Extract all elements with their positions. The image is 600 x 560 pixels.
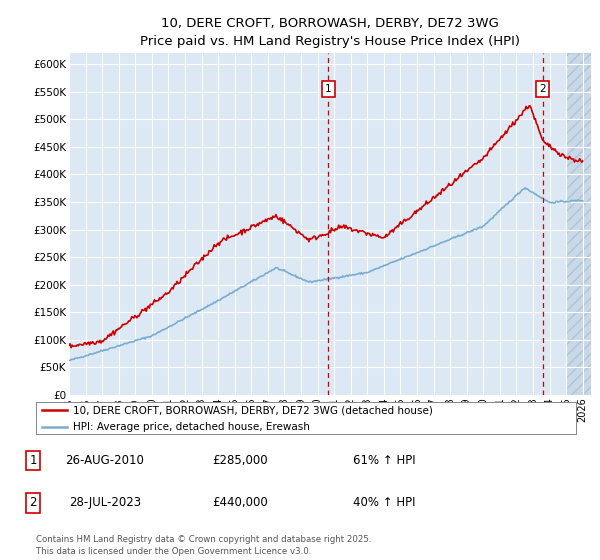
Text: £440,000: £440,000 [212,496,268,510]
Text: 40% ↑ HPI: 40% ↑ HPI [353,496,415,510]
Text: £285,000: £285,000 [212,454,268,467]
Title: 10, DERE CROFT, BORROWASH, DERBY, DE72 3WG
Price paid vs. HM Land Registry's Hou: 10, DERE CROFT, BORROWASH, DERBY, DE72 3… [140,17,520,48]
Text: 1: 1 [325,84,332,94]
Text: 2: 2 [29,496,37,510]
Text: 2: 2 [539,84,546,94]
Text: 28-JUL-2023: 28-JUL-2023 [69,496,141,510]
Bar [566,53,591,395]
Text: Contains HM Land Registry data © Crown copyright and database right 2025.
This d: Contains HM Land Registry data © Crown c… [36,535,371,556]
Text: 26-AUG-2010: 26-AUG-2010 [65,454,145,467]
Text: 61% ↑ HPI: 61% ↑ HPI [353,454,415,467]
Text: 10, DERE CROFT, BORROWASH, DERBY, DE72 3WG (detached house): 10, DERE CROFT, BORROWASH, DERBY, DE72 3… [73,405,433,416]
Text: 1: 1 [29,454,37,467]
Text: HPI: Average price, detached house, Erewash: HPI: Average price, detached house, Erew… [73,422,310,432]
